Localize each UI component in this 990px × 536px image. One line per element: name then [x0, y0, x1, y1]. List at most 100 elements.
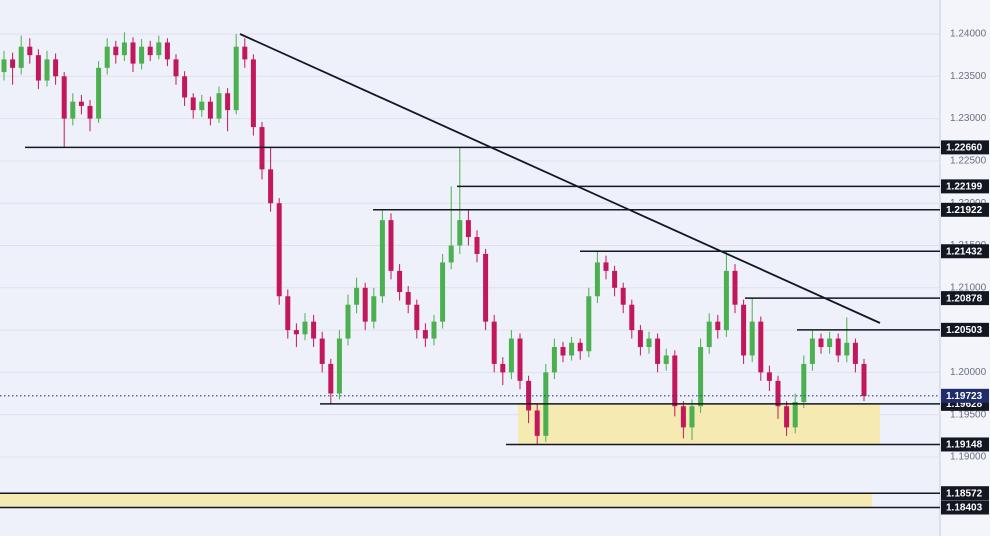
candle-body — [637, 330, 643, 348]
candle-body — [474, 237, 480, 254]
candle-body — [319, 338, 325, 364]
candle-body — [388, 220, 394, 271]
candle-body — [818, 338, 824, 348]
level-box — [941, 140, 989, 155]
candle-body — [715, 321, 721, 331]
candle-body — [233, 46, 239, 111]
candle-body — [173, 59, 179, 77]
candle-body — [147, 46, 153, 56]
current-price-box — [941, 388, 989, 403]
candle-body — [53, 59, 59, 77]
y-tick-label: 1.21000 — [950, 282, 987, 293]
candle-body — [603, 262, 609, 271]
candle-body — [835, 338, 841, 356]
candle-body — [551, 347, 557, 373]
level-label: 1.22199 — [946, 182, 983, 193]
level-box — [941, 500, 989, 515]
level-label: 1.18572 — [946, 488, 983, 499]
support-zone — [0, 493, 872, 508]
candle-body — [242, 46, 248, 60]
candle-body — [775, 380, 781, 407]
level-box — [941, 291, 989, 306]
candle-body — [431, 321, 437, 339]
trend-line — [239, 33, 881, 324]
candle-body — [749, 321, 755, 356]
candle-body — [560, 347, 566, 356]
candle-body — [534, 410, 540, 436]
candle-body — [792, 402, 798, 428]
candle-body — [121, 42, 127, 56]
candle-body — [620, 287, 626, 305]
candle-body — [156, 42, 162, 56]
candle-body — [216, 93, 222, 119]
current-price-label: 1.19723 — [946, 391, 983, 402]
candle-body — [672, 355, 678, 407]
plot-background — [0, 0, 940, 536]
candle-body — [164, 42, 170, 60]
candle-body — [354, 287, 360, 305]
y-tick-label: 1.19000 — [950, 452, 987, 463]
candle-body — [741, 304, 747, 356]
candle-body — [328, 363, 334, 394]
candle-body — [680, 406, 686, 428]
level-box — [941, 179, 989, 194]
candle-body — [758, 321, 764, 373]
demand-zone — [518, 403, 880, 445]
y-tick-label: 1.24000 — [950, 29, 987, 40]
candle-body — [139, 46, 145, 64]
candle-body — [379, 220, 385, 297]
candle-body — [96, 67, 102, 119]
candle-body — [113, 46, 119, 56]
level-label: 1.21922 — [946, 205, 983, 216]
level-box — [941, 202, 989, 217]
candle-body — [293, 330, 299, 335]
level-label: 1.20878 — [946, 293, 983, 304]
candle-body — [27, 46, 33, 56]
candle-body — [78, 101, 84, 106]
candle-body — [362, 287, 368, 322]
candle-body — [689, 406, 695, 428]
candle-body — [285, 296, 291, 331]
candle-body — [104, 46, 110, 68]
level-box — [941, 437, 989, 452]
candle-body — [87, 105, 93, 119]
candle-body — [663, 355, 669, 364]
candle-body — [130, 42, 136, 64]
level-box — [941, 322, 989, 337]
candle-body — [646, 338, 652, 348]
candle-body — [18, 46, 24, 68]
candle-body — [225, 93, 231, 111]
y-tick-label: 1.22500 — [950, 156, 987, 167]
candle-body — [698, 347, 704, 407]
candle-body — [844, 342, 850, 356]
level-label: 1.19628 — [946, 399, 983, 410]
candle-body — [569, 342, 575, 356]
candle-body — [766, 372, 772, 381]
candle-body — [827, 338, 833, 348]
level-label: 1.22660 — [946, 143, 983, 154]
candle-body — [397, 270, 403, 293]
candle-body — [577, 342, 583, 352]
candle-body — [517, 338, 523, 381]
y-tick-label: 1.23500 — [950, 71, 987, 82]
candle-body — [723, 270, 729, 331]
candle-body — [457, 220, 463, 246]
candle-body — [35, 55, 41, 81]
candle-body — [268, 169, 274, 204]
candle-body — [732, 270, 738, 305]
candle-body — [259, 127, 265, 170]
candle-body — [1, 59, 7, 73]
candle-body — [861, 363, 867, 397]
candle-body — [311, 321, 317, 339]
candle-body — [182, 76, 188, 98]
candle-body — [276, 203, 282, 297]
candle-body — [784, 406, 790, 428]
candle-body — [801, 363, 807, 402]
y-tick-label: 1.20000 — [950, 367, 987, 378]
candle-body — [405, 292, 411, 305]
candle-body — [336, 338, 342, 394]
candle-body — [594, 262, 600, 297]
candle-body — [207, 101, 213, 119]
